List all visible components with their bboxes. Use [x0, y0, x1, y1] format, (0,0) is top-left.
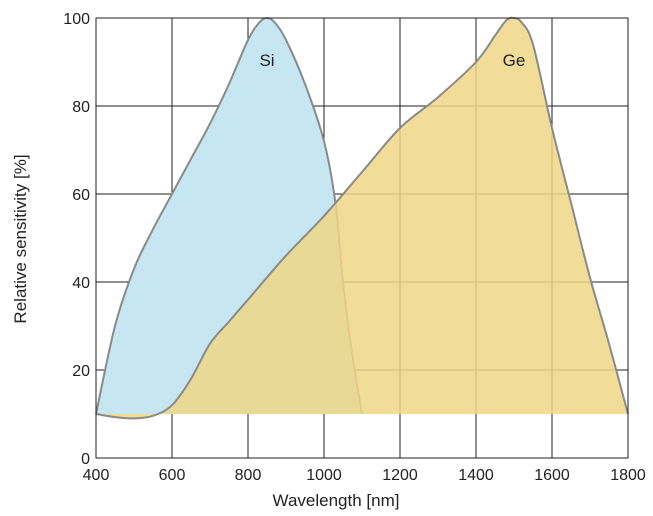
y-axis-label: Relative sensitivity [%] [11, 154, 30, 323]
x-tick-label: 800 [235, 467, 262, 484]
y-tick-label: 60 [72, 187, 90, 204]
series-areas [95, 16, 629, 420]
x-tick-label: 1200 [382, 467, 418, 484]
x-tick-label: 400 [83, 467, 110, 484]
x-tick-label: 600 [159, 467, 186, 484]
series-label-si: Si [259, 51, 274, 70]
y-tick-label: 100 [63, 11, 90, 28]
y-tick-label: 40 [72, 275, 90, 292]
series-area-ge [96, 17, 628, 419]
series-line-ge [95, 16, 629, 420]
x-tick-label: 1400 [458, 467, 494, 484]
plot-frame [95, 17, 629, 459]
x-axis-label: Wavelength [nm] [273, 491, 400, 510]
y-tick-label: 80 [72, 99, 90, 116]
tick-labels: 400 600 800 1000 1200 1400 1600 1800 0 20 40 60 80 10… [63, 11, 646, 484]
y-tick-label: 20 [72, 363, 90, 380]
x-tick-label: 1600 [534, 467, 570, 484]
x-tick-label: 1800 [610, 467, 646, 484]
series-labels: Si Ge [259, 51, 525, 70]
series-label-ge: Ge [503, 51, 526, 70]
y-tick-label: 0 [81, 451, 90, 468]
x-tick-label: 1000 [306, 467, 342, 484]
